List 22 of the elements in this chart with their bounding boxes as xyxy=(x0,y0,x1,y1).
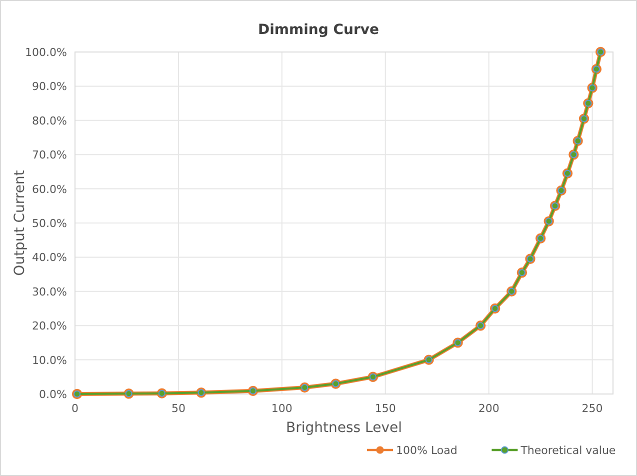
x-tick-label: 150 xyxy=(374,402,396,415)
legend-label: 100% Load xyxy=(396,444,458,457)
y-tick-label: 90.0% xyxy=(32,80,67,94)
chart-title: Dimming Curve xyxy=(258,22,380,38)
y-tick-label: 70.0% xyxy=(32,148,67,162)
x-tick-label: 50 xyxy=(171,402,186,415)
y-tick-label: 50.0% xyxy=(32,217,67,230)
x-tick-label: 100 xyxy=(271,402,292,415)
y-tick-label: 100.0% xyxy=(25,46,67,59)
legend-label: Theoretical value xyxy=(520,444,616,457)
y-axis-title: Output Current xyxy=(12,170,28,276)
y-tick-label: 30.0% xyxy=(32,285,67,298)
x-tick-label: 0 xyxy=(72,402,78,415)
y-tick-label: 10.0% xyxy=(32,354,67,367)
y-tick-label: 0.0% xyxy=(39,388,67,401)
y-tick-label: 40.0% xyxy=(32,251,67,264)
y-tick-label: 60.0% xyxy=(32,182,67,196)
x-axis-title: Brightness Level xyxy=(286,420,402,436)
y-tick-label: 20.0% xyxy=(32,320,67,333)
y-tick-label: 80.0% xyxy=(32,114,67,128)
x-tick-label: 250 xyxy=(582,402,603,415)
x-tick-label: 200 xyxy=(478,402,500,415)
